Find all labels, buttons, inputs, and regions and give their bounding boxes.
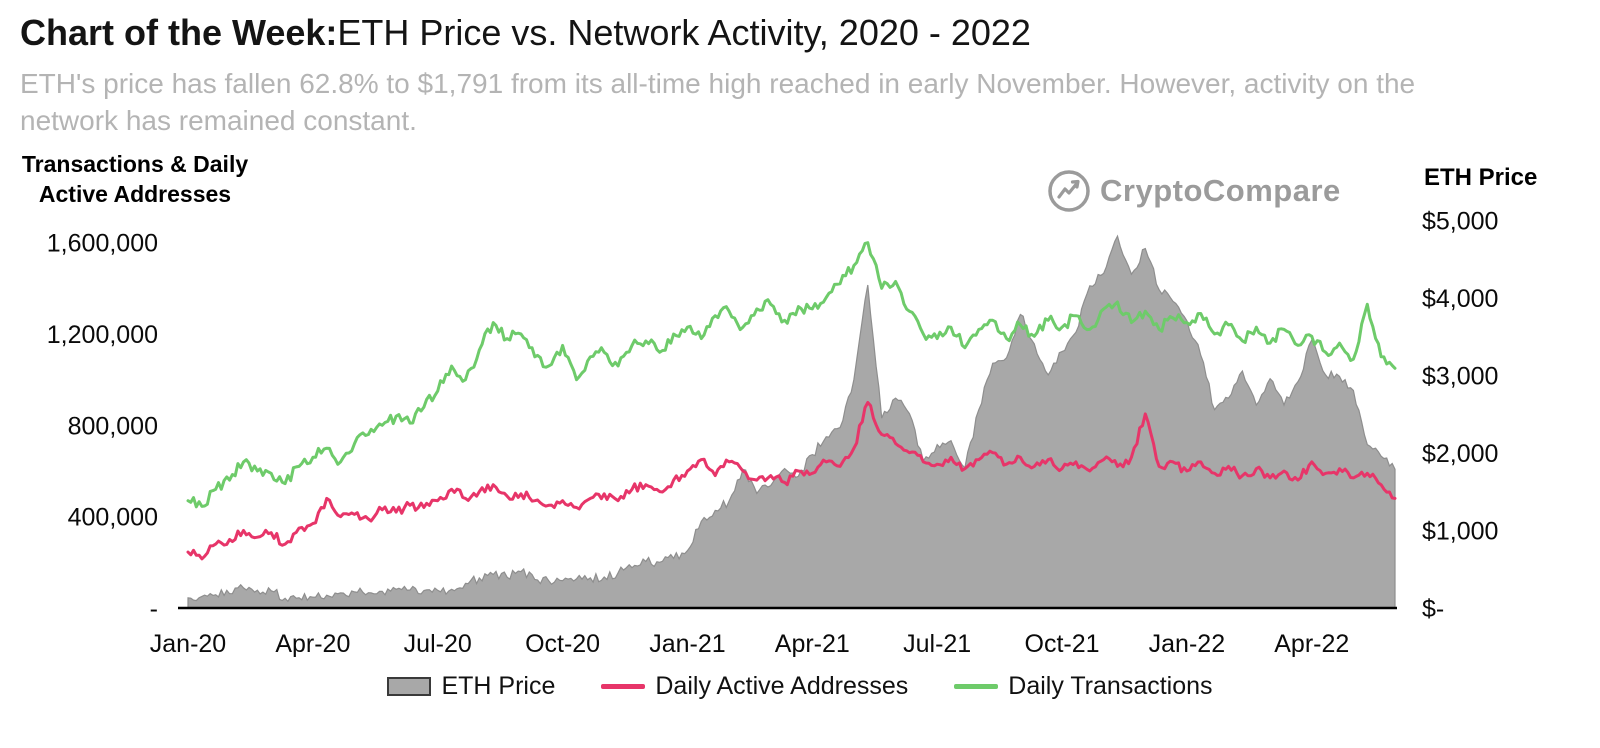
x-axis-tick-label: Apr-22	[1274, 630, 1349, 658]
left-axis-title-line2: Active Addresses	[38, 180, 232, 207]
x-axis-tick-label: Oct-21	[1025, 630, 1100, 658]
left-axis-tick-label: 400,000	[68, 504, 158, 532]
series-daily-active-addresses	[186, 401, 1397, 561]
right-axis-title: ETH Price	[1424, 164, 1538, 191]
daily-transactions-swatch-icon	[954, 684, 999, 689]
daily-active-addresses-swatch-icon	[601, 684, 646, 689]
series-eth-price	[187, 234, 1396, 609]
right-axis-tick-label: $3,000	[1422, 363, 1498, 391]
right-axis-tick-label: $4,000	[1422, 285, 1498, 313]
legend-item-eth-price: ETH Price	[387, 672, 555, 701]
legend: ETH Price Daily Active Addresses Daily T…	[0, 672, 1600, 701]
x-axis-tick-label: Apr-21	[775, 630, 850, 658]
legend-item-daily-active-addresses: Daily Active Addresses	[601, 672, 908, 701]
chart-subtitle: ETH's price has fallen 62.8% to $1,791 f…	[20, 66, 1415, 140]
cryptocompare-watermark: CryptoCompare	[1046, 168, 1341, 214]
left-axis-tick-label: -	[150, 595, 158, 623]
legend-label-daily-transactions: Daily Transactions	[1008, 672, 1213, 700]
x-axis-tick-label: Jul-20	[404, 630, 472, 658]
right-axis-tick-label: $2,000	[1422, 440, 1498, 468]
eth-price-swatch-icon	[387, 677, 432, 696]
legend-label-daily-active-addresses: Daily Active Addresses	[655, 672, 909, 700]
x-axis-tick-label: Apr-20	[275, 630, 350, 658]
left-axis-title: Transactions & Daily Active Addresses	[2, 150, 268, 210]
series-daily-transactions	[186, 241, 1397, 509]
left-axis-tick-label: 1,600,000	[47, 230, 158, 258]
cryptocompare-logo-icon	[1048, 170, 1090, 212]
right-axis-tick-label: $5,000	[1422, 208, 1498, 236]
chart-title-rest: ETH Price vs. Network Activity, 2020 - 2…	[337, 12, 1031, 53]
right-axis-tick-label: $-	[1422, 595, 1444, 623]
left-axis-tick-label: 1,200,000	[47, 321, 158, 349]
legend-item-daily-transactions: Daily Transactions	[954, 672, 1213, 701]
x-axis-tick-label: Oct-20	[525, 630, 600, 658]
chart-subtitle-line1: ETH's price has fallen 62.8% to $1,791 f…	[20, 68, 1416, 99]
right-axis-tick-label: $1,000	[1422, 518, 1498, 546]
left-axis-tick-label: 800,000	[68, 412, 158, 440]
x-axis-tick-label: Jan-22	[1149, 630, 1225, 658]
legend-label-eth-price: ETH Price	[441, 672, 556, 700]
chart-subtitle-line2: network has remained constant.	[20, 104, 417, 136]
chart-title-bold: Chart of the Week:	[20, 12, 338, 53]
cryptocompare-logo-text: CryptoCompare	[1100, 173, 1341, 208]
chart-title: Chart of the Week:ETH Price vs. Network …	[20, 12, 1031, 54]
left-axis-title-line1: Transactions & Daily	[21, 151, 249, 177]
x-axis-tick-label: Jul-21	[903, 630, 971, 658]
x-axis-tick-label: Jan-21	[649, 630, 725, 658]
x-axis-tick-label: Jan-20	[150, 630, 226, 658]
